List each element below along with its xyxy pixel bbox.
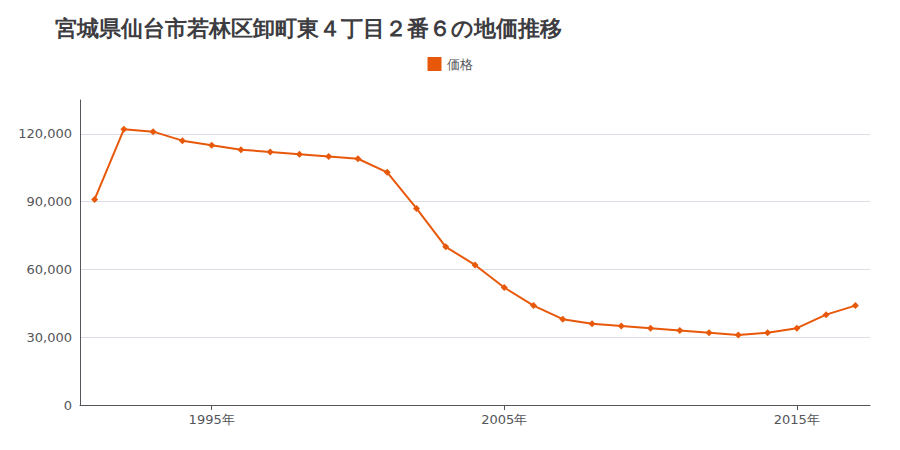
svg-text:90,000: 90,000 (27, 194, 73, 209)
svg-text:1995年: 1995年 (189, 412, 235, 427)
svg-text:0: 0 (64, 398, 72, 413)
svg-text:2015年: 2015年 (774, 412, 820, 427)
svg-text:2005年: 2005年 (481, 412, 527, 427)
svg-text:価格: 価格 (447, 57, 473, 72)
svg-text:宮城県仙台市若林区卸町東４丁目２番６の地価推移: 宮城県仙台市若林区卸町東４丁目２番６の地価推移 (55, 16, 562, 41)
svg-text:60,000: 60,000 (27, 262, 73, 277)
svg-text:30,000: 30,000 (27, 330, 73, 345)
svg-text:120,000: 120,000 (18, 126, 72, 141)
